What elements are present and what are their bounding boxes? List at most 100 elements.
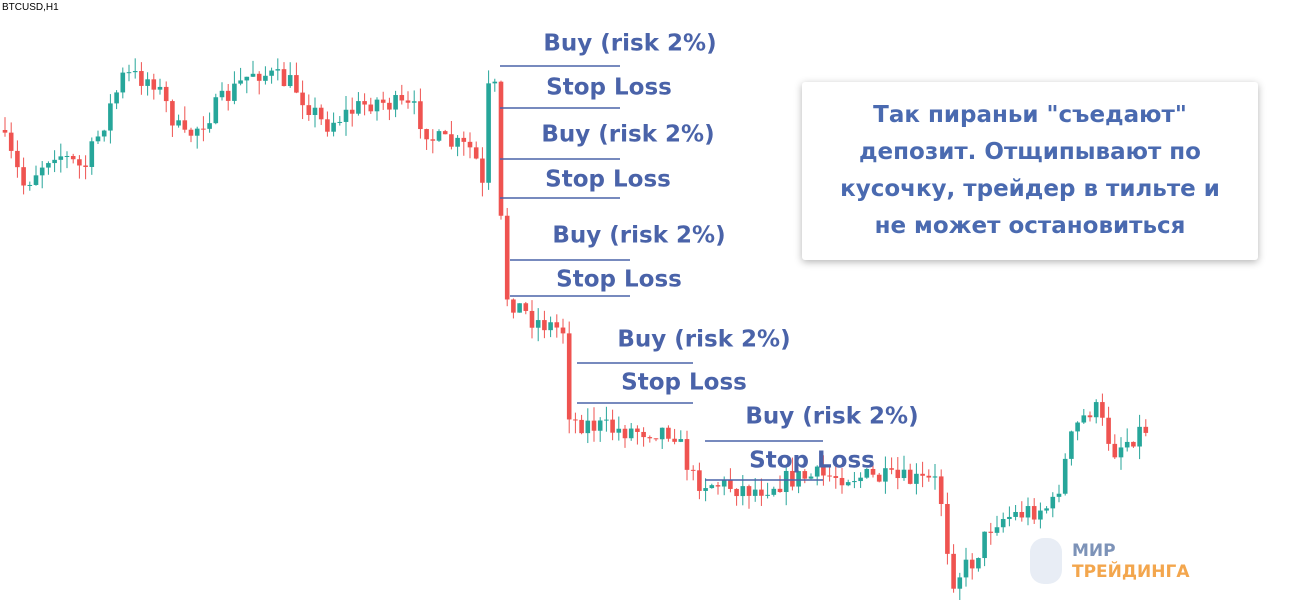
candle-body bbox=[126, 72, 132, 74]
candle-body bbox=[424, 129, 429, 140]
candle-body bbox=[771, 488, 777, 495]
candle-body bbox=[653, 438, 659, 440]
candle-body bbox=[238, 80, 243, 84]
candle-body bbox=[852, 481, 857, 483]
candle-body bbox=[108, 103, 113, 131]
entry-label: Buy (risk 2%) bbox=[745, 404, 918, 430]
callout-line: депозит. Отщипывают по bbox=[858, 139, 1201, 165]
candle-body bbox=[194, 128, 200, 136]
symbol-label: BTCUSD,H1 bbox=[2, 2, 59, 13]
candle-body bbox=[486, 83, 491, 183]
candle-body bbox=[963, 559, 969, 578]
candle-body bbox=[461, 137, 467, 142]
candle-body bbox=[895, 469, 901, 479]
candle-body bbox=[287, 75, 293, 87]
candle-body bbox=[219, 90, 225, 98]
candle-body bbox=[746, 486, 752, 496]
candle-body bbox=[120, 72, 126, 93]
candle-body bbox=[300, 92, 305, 106]
candle-body bbox=[759, 489, 764, 496]
candle-body bbox=[356, 101, 361, 114]
candle-body bbox=[2, 130, 8, 133]
candle-body bbox=[920, 473, 925, 476]
candle-body bbox=[1093, 402, 1099, 418]
candle-body bbox=[281, 69, 287, 87]
candle-body bbox=[1025, 506, 1031, 518]
candle-body bbox=[176, 120, 181, 126]
candle-body bbox=[672, 438, 677, 442]
entry-label: Buy (risk 2%) bbox=[617, 327, 790, 353]
candle-body bbox=[604, 419, 609, 421]
candle-body bbox=[734, 488, 739, 497]
candle-body bbox=[1050, 496, 1056, 509]
callout-line: не может остановиться bbox=[874, 213, 1186, 239]
candle-body bbox=[728, 479, 733, 489]
candle-body bbox=[796, 471, 801, 487]
candle-body bbox=[1100, 402, 1105, 418]
candle-body bbox=[89, 141, 95, 167]
candle-body bbox=[58, 156, 64, 160]
logo-icon bbox=[1030, 538, 1062, 584]
candle-body bbox=[442, 131, 448, 135]
candle-body bbox=[938, 476, 944, 505]
candle-body bbox=[368, 104, 374, 112]
candle-body bbox=[932, 476, 938, 478]
candle-body bbox=[182, 120, 188, 130]
candle-body bbox=[833, 476, 839, 478]
candle-body bbox=[244, 76, 250, 81]
candle-body bbox=[858, 477, 863, 482]
candle-body bbox=[622, 428, 628, 439]
candle-body bbox=[628, 428, 634, 439]
candle-body bbox=[542, 320, 547, 331]
candle-body bbox=[449, 134, 454, 147]
candle-body bbox=[876, 474, 882, 482]
logo-line: ТРЕЙДИНГА bbox=[1072, 560, 1190, 582]
candle-body bbox=[814, 466, 820, 477]
candle-body bbox=[1112, 443, 1118, 458]
candle-body bbox=[1081, 415, 1087, 423]
candle-body bbox=[969, 559, 975, 569]
candle-body bbox=[554, 322, 560, 328]
candle-body bbox=[647, 437, 653, 439]
candle-body bbox=[690, 469, 696, 471]
candle-body bbox=[306, 105, 312, 115]
candle-body bbox=[405, 100, 411, 103]
candle-body bbox=[740, 486, 746, 497]
candle-body bbox=[188, 129, 194, 136]
candle-body bbox=[492, 81, 498, 84]
candle-body bbox=[39, 167, 45, 176]
candle-body bbox=[914, 473, 919, 484]
candle-body bbox=[83, 165, 88, 167]
candle-body bbox=[1087, 415, 1093, 418]
candle-body bbox=[697, 470, 702, 491]
candle-body bbox=[1118, 447, 1124, 458]
candle-body bbox=[765, 494, 770, 496]
candle-body bbox=[659, 427, 665, 440]
candle-body bbox=[548, 322, 553, 331]
logo-line: МИР bbox=[1072, 541, 1116, 561]
candle-body bbox=[827, 475, 832, 477]
candle-body bbox=[616, 428, 622, 433]
candle-body bbox=[715, 485, 721, 487]
candle-body bbox=[294, 75, 299, 93]
stop-label: Stop Loss bbox=[546, 75, 672, 101]
candle-body bbox=[467, 141, 473, 148]
candle-body bbox=[498, 81, 504, 216]
candle-body bbox=[1007, 516, 1012, 520]
entry-label: Buy (risk 2%) bbox=[543, 31, 716, 57]
candle-body bbox=[945, 504, 950, 554]
candle-body bbox=[380, 99, 386, 103]
candle-body bbox=[585, 420, 591, 434]
candle-body bbox=[511, 299, 516, 313]
candle-body bbox=[151, 79, 157, 90]
candle-body bbox=[312, 107, 318, 115]
candle-body bbox=[1137, 426, 1142, 447]
candle-body bbox=[393, 95, 398, 110]
candle-body bbox=[907, 469, 913, 484]
candle-body bbox=[77, 159, 82, 166]
candle-body bbox=[926, 475, 932, 478]
candle-body bbox=[132, 71, 138, 73]
candle-body bbox=[808, 476, 814, 479]
trade-levels: Buy (risk 2%) Stop Loss Buy (risk 2%) Stop … bbox=[500, 31, 919, 481]
